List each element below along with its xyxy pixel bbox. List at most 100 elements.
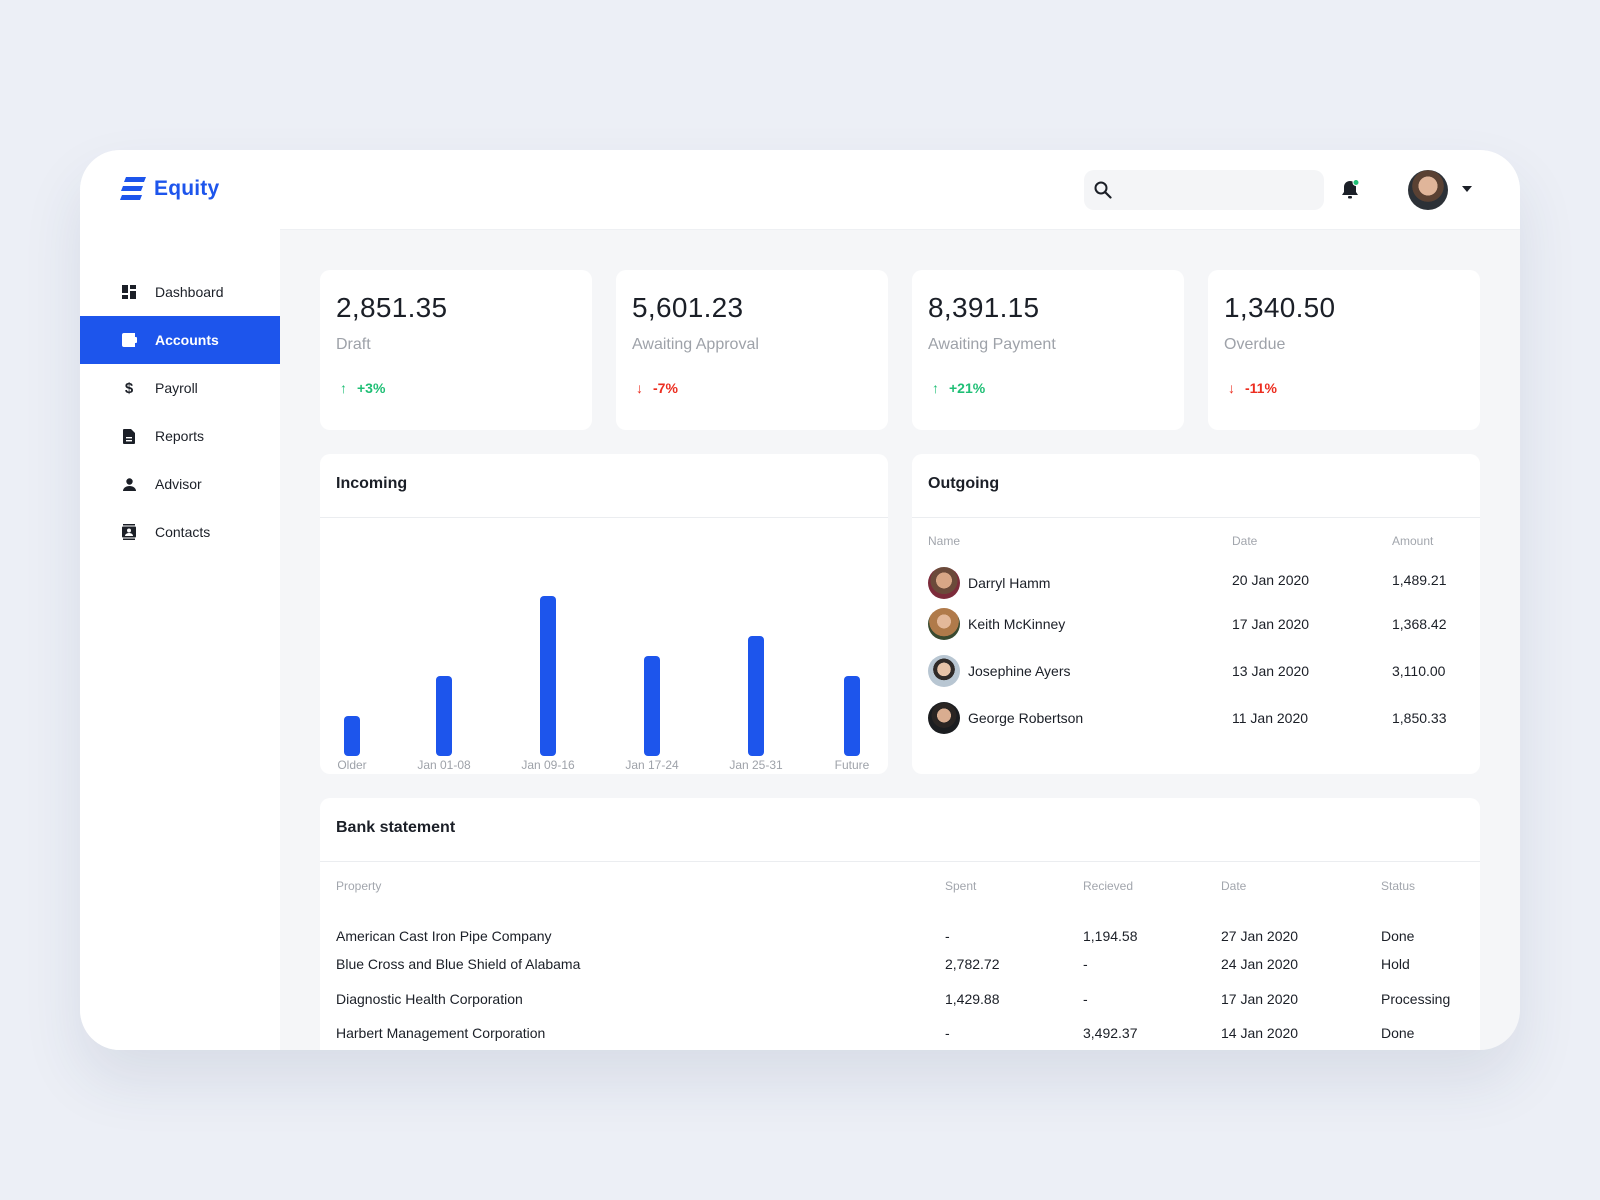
- date-cell: 24 Jan 2020: [1221, 955, 1299, 972]
- search-box[interactable]: [1084, 170, 1324, 210]
- contact-book-icon: [121, 524, 137, 540]
- stat-card-draft[interactable]: 2,851.35 Draft ↑ +3%: [320, 270, 592, 430]
- stat-card-awaiting-approval[interactable]: 5,601.23 Awaiting Approval ↓ -7%: [616, 270, 888, 430]
- x-axis-label: Future: [834, 758, 870, 772]
- search-input[interactable]: [1120, 182, 1324, 198]
- chart-bar-group[interactable]: Jan 17-24: [622, 656, 682, 772]
- bank-statement-table: Property Spent Recieved Date Status Amer…: [320, 876, 1480, 1050]
- stat-label: Overdue: [1224, 336, 1286, 353]
- date-cell: 27 Jan 2020: [1221, 928, 1299, 944]
- sidebar-item-advisor[interactable]: Advisor: [80, 460, 280, 508]
- status-cell: Done: [1381, 928, 1415, 944]
- date-cell: 11 Jan 2020: [1232, 709, 1309, 726]
- sidebar-item-reports[interactable]: Reports: [80, 412, 280, 460]
- column-header[interactable]: Amount: [1392, 534, 1434, 548]
- chart-bar: [844, 676, 860, 756]
- notifications-button[interactable]: [1338, 178, 1362, 202]
- equity-logo-icon: [120, 177, 146, 200]
- stat-delta: ↑ +3%: [336, 380, 576, 396]
- sidebar-item-label: Advisor: [155, 476, 202, 492]
- spent-cell: 2,782.72: [945, 955, 1000, 972]
- chart-bar-group[interactable]: Jan 09-16: [518, 596, 578, 772]
- table-row[interactable]: Keith McKinney 17 Jan 2020 1,368.42: [912, 600, 1480, 647]
- table-row[interactable]: Diagnostic Health Corporation 1,429.88 -…: [320, 981, 1480, 1016]
- chart-bar-group[interactable]: Older: [322, 716, 382, 772]
- status-cell: Done: [1381, 1025, 1415, 1041]
- table-row[interactable]: Josephine Ayers 13 Jan 2020 3,110.00: [912, 647, 1480, 694]
- sidebar-item-accounts[interactable]: Accounts: [80, 316, 280, 364]
- property-cell: Blue Cross and Blue Shield of Alabama: [336, 955, 581, 972]
- column-header[interactable]: Recieved: [1083, 879, 1134, 893]
- date-cell: 17 Jan 2020: [1232, 615, 1310, 632]
- panel-title: Incoming: [320, 454, 888, 518]
- chart-bar: [644, 656, 660, 756]
- person-name: Keith McKinney: [968, 615, 1066, 632]
- spent-cell: -: [945, 1025, 950, 1041]
- spent-cell: 1,429.88: [945, 990, 1000, 1007]
- bank-statement-panel: Bank statement Property Spent Recieved D…: [320, 798, 1480, 1050]
- avatar: [928, 701, 960, 734]
- sidebar-item-label: Dashboard: [155, 284, 224, 300]
- incoming-bar-chart: Older Jan 01-08 Jan 09-16 Jan 17-24 Jan …: [320, 518, 888, 774]
- sidebar-item-payroll[interactable]: $ Payroll: [80, 364, 280, 412]
- property-cell: Harbert Management Corporation: [336, 1025, 546, 1041]
- chart-bar: [436, 676, 452, 756]
- user-avatar[interactable]: [1408, 170, 1448, 210]
- app-window: Equity Dashboard Accounts $ Payroll: [80, 150, 1520, 1050]
- date-cell: 20 Jan 2020: [1232, 572, 1310, 588]
- stat-delta-value: -11%: [1245, 380, 1277, 396]
- dollar-icon: $: [124, 379, 134, 397]
- stat-value: 1,340.50: [1224, 292, 1336, 323]
- column-header[interactable]: Status: [1381, 879, 1416, 893]
- stat-card-overdue[interactable]: 1,340.50 Overdue ↓ -11%: [1208, 270, 1480, 430]
- x-axis-label: Jan 09-16: [521, 758, 575, 772]
- status-cell: Processing: [1381, 990, 1451, 1007]
- document-icon: [121, 428, 137, 444]
- table-row[interactable]: Harbert Management Corporation - 3,492.3…: [320, 1016, 1480, 1050]
- stat-delta: ↓ -7%: [632, 380, 872, 396]
- amount-cell: 1,489.21: [1392, 572, 1447, 588]
- column-header[interactable]: Date: [1221, 879, 1247, 893]
- stat-label: Awaiting Payment: [928, 336, 1056, 353]
- logo[interactable]: Equity: [120, 176, 219, 202]
- stat-label: Awaiting Approval: [632, 336, 759, 353]
- chevron-down-icon[interactable]: [1462, 186, 1472, 192]
- chart-bar: [540, 596, 556, 756]
- date-cell: 17 Jan 2020: [1221, 990, 1299, 1007]
- stat-label: Draft: [336, 336, 371, 353]
- x-axis-label: Jan 25-31: [729, 758, 783, 772]
- table-row[interactable]: American Cast Iron Pipe Company - 1,194.…: [320, 896, 1480, 946]
- received-cell: 3,492.37: [1083, 1025, 1138, 1041]
- stat-value: 5,601.23: [632, 292, 744, 323]
- arrow-up-icon: ↑: [932, 380, 939, 396]
- chart-bar-group[interactable]: Jan 01-08: [414, 676, 474, 772]
- column-header[interactable]: Name: [928, 534, 961, 548]
- property-cell: American Cast Iron Pipe Company: [336, 928, 552, 944]
- person-name: George Robertson: [968, 709, 1084, 726]
- column-header[interactable]: Date: [1232, 534, 1258, 548]
- sidebar-item-contacts[interactable]: Contacts: [80, 508, 280, 556]
- table-row[interactable]: George Robertson 11 Jan 2020 1,850.33: [912, 694, 1480, 741]
- chart-bar-group[interactable]: Future: [822, 676, 882, 772]
- person-icon: [121, 476, 137, 492]
- sidebar-item-dashboard[interactable]: Dashboard: [80, 268, 280, 316]
- sidebar: Equity Dashboard Accounts $ Payroll: [80, 150, 280, 1050]
- table-row[interactable]: Darryl Hamm 20 Jan 2020 1,489.21: [912, 552, 1480, 600]
- status-cell: Hold: [1381, 955, 1410, 972]
- dashboard-icon: [121, 284, 137, 300]
- received-cell: 1,194.58: [1083, 928, 1138, 944]
- amount-cell: 1,850.33: [1392, 709, 1447, 726]
- sidebar-nav: Dashboard Accounts $ Payroll Reports: [80, 268, 280, 556]
- stat-card-awaiting-payment[interactable]: 8,391.15 Awaiting Payment ↑ +21%: [912, 270, 1184, 430]
- main-content: 2,851.35 Draft ↑ +3% 5,601.23 Awaiting A…: [280, 230, 1520, 1050]
- chart-bar-group[interactable]: Jan 25-31: [726, 636, 786, 772]
- table-row[interactable]: Blue Cross and Blue Shield of Alabama 2,…: [320, 946, 1480, 981]
- outgoing-panel: Outgoing Name Date Amount Darryl Hamm 20…: [912, 454, 1480, 774]
- column-header[interactable]: Spent: [945, 879, 977, 893]
- x-axis-label: Jan 17-24: [625, 758, 679, 772]
- property-cell: Diagnostic Health Corporation: [336, 990, 523, 1007]
- wallet-icon: [121, 332, 137, 348]
- column-header[interactable]: Property: [336, 879, 382, 893]
- stat-delta: ↓ -11%: [1224, 380, 1464, 396]
- date-cell: 14 Jan 2020: [1221, 1025, 1299, 1041]
